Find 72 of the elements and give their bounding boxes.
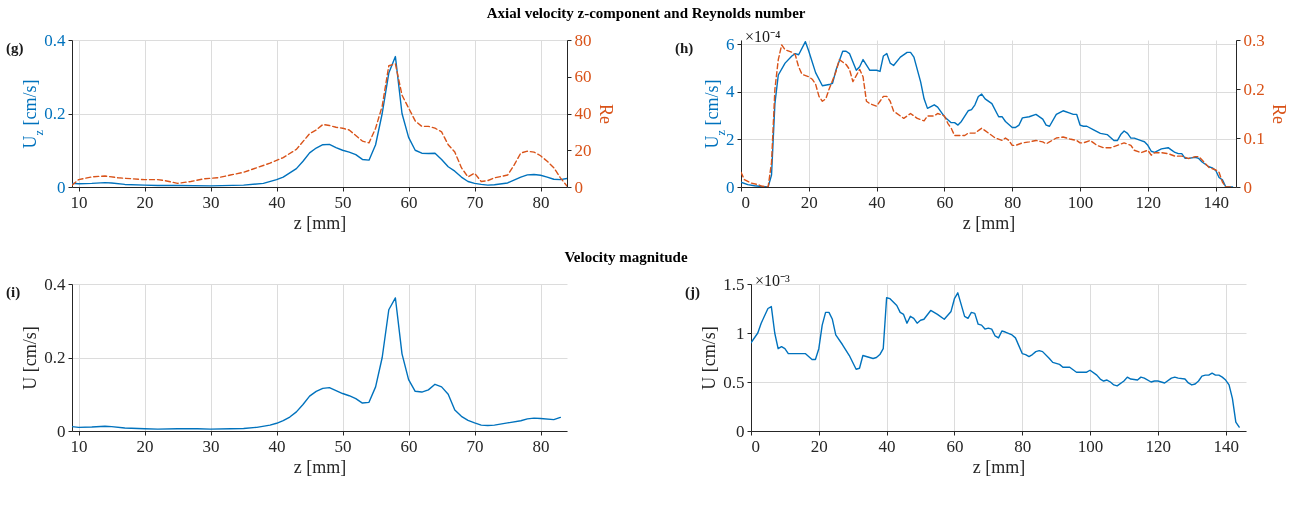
annotation: ×10⁻³ (755, 272, 791, 289)
text: (j) (685, 284, 700, 301)
x-tick-label: 140 (1213, 436, 1239, 456)
x-tick-label: 30 (202, 192, 220, 212)
y2-tick-label: 0.2 (1243, 79, 1265, 99)
x-tick-label: 60 (946, 436, 964, 456)
x-tick-label: 20 (800, 192, 818, 212)
x-tick-label: 0 (751, 436, 760, 456)
text: Axial velocity z-component and Reynolds number (486, 5, 806, 21)
x-tick-label: 40 (878, 436, 896, 456)
x-tick-label: 40 (268, 192, 286, 212)
x-tick-label: 140 (1203, 192, 1229, 212)
x-tick-label: 80 (1014, 436, 1032, 456)
y-tick-label: 0 (726, 177, 735, 197)
y2-tick-label: 20 (574, 140, 592, 160)
x-tick-label: 60 (400, 436, 418, 456)
x-tick-label: 80 (1004, 192, 1022, 212)
y2-tick-label: 60 (574, 67, 592, 87)
y-tick-label: 1 (736, 323, 745, 343)
x-tick-label: 80 (532, 192, 550, 212)
y2-tick-label: 0.3 (1243, 30, 1265, 50)
x-axis-title: z [mm] (962, 212, 1016, 233)
x-tick-label: 60 (400, 192, 418, 212)
y2-tick-label: 0.1 (1243, 128, 1265, 148)
x-tick-label: 20 (810, 436, 828, 456)
y-tick-label: 0.2 (44, 348, 66, 367)
y-tick-label: 2 (726, 129, 735, 149)
y2-tick-label: 80 (574, 30, 592, 50)
y-tick-label: 0.4 (44, 30, 66, 50)
x-tick-label: 30 (202, 436, 220, 456)
x-axis-title: z [mm] (293, 212, 347, 233)
y-tick-label: 0 (57, 421, 66, 441)
x-tick-label: 100 (1077, 436, 1104, 456)
y2-tick-label: 40 (574, 104, 592, 123)
x-tick-label: 50 (334, 192, 352, 212)
x-tick-label: 10 (70, 436, 88, 456)
text: (i) (6, 284, 21, 301)
text: (h) (675, 40, 694, 57)
x-tick-label: 80 (532, 436, 550, 456)
x-tick-label: 100 (1067, 192, 1094, 212)
y2-axis-title: Re (595, 104, 616, 125)
x-axis-title: z [mm] (293, 456, 347, 477)
x-tick-label: 70 (466, 192, 484, 212)
x-tick-label: 20 (136, 436, 154, 456)
x-tick-label: 20 (136, 192, 154, 212)
x-tick-label: 120 (1145, 436, 1172, 456)
y-tick-label: 0.4 (44, 274, 66, 294)
y-axis-title: U [cm/s] (20, 326, 41, 390)
y-tick-label: 0.2 (44, 104, 66, 123)
y2-tick-label: 0 (1243, 177, 1252, 197)
y-tick-label: 0 (736, 421, 745, 441)
y2-axis-title: Re (1268, 104, 1289, 125)
y-tick-label: 6 (726, 34, 735, 54)
line-series (751, 292, 1240, 428)
y-tick-label: 0 (57, 177, 66, 197)
text: Velocity magnitude (564, 249, 688, 265)
y-tick-label: 1.5 (723, 274, 745, 294)
y-tick-label: 4 (726, 82, 735, 102)
y-tick-label: 0.5 (723, 372, 745, 392)
y-axis-title: U [cm/s] (699, 326, 720, 390)
x-tick-label: 40 (268, 436, 286, 456)
text: (g) (6, 40, 24, 57)
x-tick-label: 50 (334, 436, 352, 456)
x-tick-label: 70 (466, 436, 484, 456)
x-tick-label: 60 (936, 192, 954, 212)
x-axis-title: z [mm] (972, 456, 1026, 477)
x-tick-label: 10 (70, 192, 88, 212)
x-tick-label: 40 (868, 192, 886, 212)
x-tick-label: 120 (1135, 192, 1162, 212)
y2-tick-label: 0 (574, 177, 583, 197)
line-series (72, 297, 562, 430)
annotation: ×10⁻⁴ (745, 28, 782, 45)
